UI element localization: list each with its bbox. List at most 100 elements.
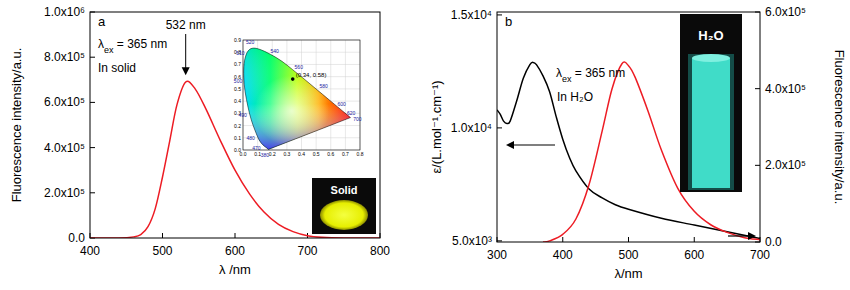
inset-y-tick-label: 0.2 — [234, 123, 241, 129]
photo-background — [312, 178, 376, 234]
plot-frame — [90, 12, 380, 238]
wavelength-label: 520 — [246, 39, 255, 45]
annotation: In solid — [98, 61, 136, 75]
y2-tick-label: 0.0 — [765, 235, 782, 249]
photo: Solid — [312, 178, 376, 234]
y-tick — [90, 102, 95, 103]
x-tick-label: 600 — [684, 248, 704, 262]
inset-x-tick-label: 0.6 — [327, 151, 334, 157]
annotation: λex = 365 nm — [556, 66, 625, 84]
y-tick — [497, 127, 502, 128]
x-axis-label: λ/nm — [614, 266, 642, 281]
inset-x-tick-label: 0.8 — [357, 151, 364, 157]
y-axis-label: Fluorescence intensity/a.u. — [9, 48, 24, 203]
wavelength-label: 540 — [271, 48, 280, 54]
cie-inset: 0.00.10.20.30.40.50.60.70.80.00.10.20.30… — [234, 37, 364, 158]
cuvette-glow — [688, 54, 734, 190]
cie-locus — [244, 48, 351, 149]
y-tick-label: 8.0x10⁵ — [44, 50, 85, 64]
photo-label: Solid — [331, 184, 358, 196]
photo: H₂O — [680, 14, 742, 192]
inset-frame — [243, 40, 360, 150]
x-axis-label: λ /nm — [219, 262, 251, 277]
inset-y-tick-label: 0.1 — [234, 135, 241, 141]
axis-arrow — [512, 144, 555, 145]
panel-label: b — [505, 14, 512, 29]
panel-a: 400 500 600 700 800 0.0 2.0x10⁵ 4.0x10⁵ 6.0x10⁵ 8… — [9, 5, 390, 277]
inset-x-tick-label: 0.4 — [298, 151, 305, 157]
inset-grid — [345, 40, 346, 150]
inset-y-tick-label: 0.7 — [234, 61, 241, 67]
inset-background — [243, 40, 360, 150]
y-axis-label: ε/(L.mol⁻¹.cm⁻¹) — [429, 80, 444, 173]
y2-tick-label: 2.0x10⁵ — [765, 158, 806, 172]
inset-grid — [330, 40, 331, 150]
y-tick — [90, 57, 95, 58]
axis-arrow — [728, 235, 750, 236]
x-tick-label: 400 — [80, 244, 100, 258]
series-group — [90, 81, 380, 238]
y-tick — [90, 192, 95, 193]
annotation-arrowhead — [182, 67, 190, 75]
wavelength-label: 560 — [295, 64, 304, 70]
inset-x-tick-label: 0.2 — [269, 151, 276, 157]
y2-tick — [755, 165, 760, 166]
cie-point-label: (0.34, 0.58) — [296, 72, 327, 78]
solid-sample — [320, 200, 368, 230]
wavelength-label: 480 — [246, 135, 255, 141]
y2-tick-label: 6.0x10⁵ — [765, 5, 806, 19]
x-tick-label: 700 — [297, 244, 317, 258]
y-tick — [497, 14, 502, 15]
photo-label: H₂O — [698, 28, 723, 43]
axis-arrowhead — [506, 141, 514, 149]
inset-x-tick-label: 0.5 — [313, 151, 320, 157]
annotation-arrow — [185, 34, 186, 69]
y-tick — [90, 147, 95, 148]
axis-arrowhead — [748, 232, 756, 240]
peak-annotation: 532 nm — [166, 18, 206, 32]
cie-white — [244, 48, 351, 149]
y-tick-label: 6.0x10⁵ — [44, 95, 85, 109]
y2-axis-label: Fluorescence intensity/a.u. — [832, 50, 847, 205]
meniscus — [692, 54, 730, 62]
x-tick-label: 400 — [553, 248, 573, 262]
y-tick-label: 1.0x10⁶ — [44, 5, 85, 19]
wavelength-label: 500 — [234, 78, 243, 84]
annotation: λex = 365 nm — [98, 37, 167, 55]
x-tick — [162, 233, 163, 238]
wavelength-label: 580 — [319, 83, 328, 89]
panel-b: 3004005006007005.0x10³1.0x10⁴1.5x10⁴0.02… — [429, 5, 846, 281]
annotation: In H₂O — [557, 90, 593, 104]
wavelength-label: 510 — [236, 50, 245, 56]
x-tick — [694, 237, 695, 242]
x-tick — [235, 233, 236, 238]
wavelength-label: 470 — [252, 145, 261, 151]
wavelength-label: 490 — [239, 112, 248, 118]
wavelength-label: 700 — [353, 116, 362, 122]
inset-y-tick-label: 0.0 — [234, 147, 241, 153]
y-tick-label: 4.0x10⁵ — [44, 141, 85, 155]
panel-label: a — [98, 14, 106, 29]
x-tick-label: 600 — [225, 244, 245, 258]
x-tick — [562, 237, 563, 242]
x-tick-label: 500 — [152, 244, 172, 258]
cie-shade — [244, 48, 351, 149]
inset-x-tick-label: 0.3 — [283, 151, 290, 157]
y2-tick-label: 4.0x10⁵ — [765, 82, 806, 96]
wavelength-label: 600 — [337, 101, 346, 107]
x-tick-label: 800 — [370, 244, 390, 258]
inset-y-tick-label: 0.4 — [234, 98, 241, 104]
x-tick — [628, 237, 629, 242]
y-tick-label: 1.5x10⁴ — [451, 8, 492, 22]
plot-frame — [497, 12, 760, 242]
inset-x-tick-label: 0.7 — [342, 151, 349, 157]
y-tick-label: 5.0x10³ — [452, 234, 492, 248]
inset-y-tick-label: 0.9 — [234, 37, 241, 43]
wavelength-label: 380 — [261, 152, 270, 158]
x-tick-label: 300 — [487, 248, 507, 262]
y-tick-label: 2.0x10⁵ — [44, 186, 85, 200]
photo-background — [680, 14, 742, 192]
x-tick-label: 500 — [618, 248, 638, 262]
cie-point — [291, 77, 295, 81]
series-line — [90, 81, 380, 238]
